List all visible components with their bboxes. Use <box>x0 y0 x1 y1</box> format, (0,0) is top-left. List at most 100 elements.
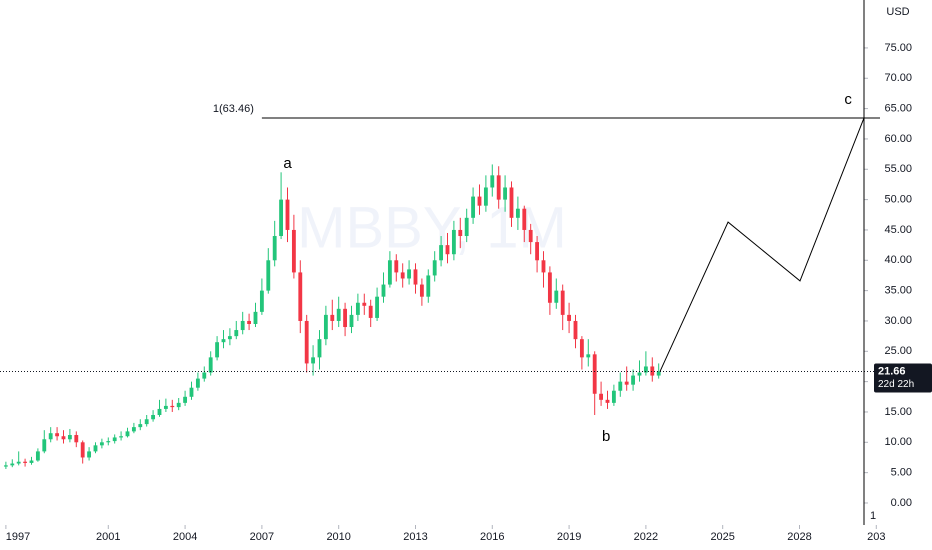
candle-body <box>317 339 322 358</box>
candle-body <box>471 196 476 218</box>
candle-body <box>631 375 636 385</box>
candle-body <box>138 424 143 428</box>
candle-body <box>253 311 258 324</box>
x-tick-label: 2019 <box>557 531 581 543</box>
candle-body <box>80 442 85 458</box>
wave-label: c <box>844 91 852 108</box>
candle-body <box>611 390 616 403</box>
candle-body <box>323 314 328 340</box>
candle-body <box>125 431 130 437</box>
candle-body <box>61 436 66 440</box>
watermark: MBBY, 1M <box>297 195 567 260</box>
candle-body <box>509 187 514 218</box>
candle-body <box>547 272 552 303</box>
y-tick-label: 70.00 <box>884 72 912 84</box>
candle-body <box>67 435 72 440</box>
candle-body <box>157 408 162 416</box>
y-tick-label: 25.00 <box>884 345 912 357</box>
y-tick-label: 5.00 <box>891 467 912 479</box>
candle-body <box>74 435 79 443</box>
candle-body <box>10 463 15 466</box>
candle-body <box>477 196 482 206</box>
countdown-label: 22d 22h <box>878 379 914 390</box>
candle-body <box>381 284 386 297</box>
candle-body <box>458 229 463 237</box>
candle-body <box>195 378 200 388</box>
candle-body <box>215 342 220 358</box>
candle-body <box>336 308 341 321</box>
y-tick-label: 35.00 <box>884 285 912 297</box>
last-price-box <box>874 363 932 393</box>
candle-body <box>515 208 520 218</box>
candle-body <box>266 260 271 291</box>
candle-body <box>144 419 149 425</box>
candle-body <box>522 208 527 230</box>
candle-body <box>183 396 188 403</box>
candle-body <box>643 366 648 373</box>
candle-body <box>586 354 591 358</box>
candle-body <box>419 284 424 297</box>
candle-body <box>23 461 28 463</box>
x-tick-label: 2016 <box>480 531 504 543</box>
candle-body <box>618 381 623 391</box>
x-tick-label: 2013 <box>403 531 427 543</box>
candle-body <box>483 187 488 206</box>
fib-level-label: 1(63.46) <box>213 103 254 115</box>
candle-body <box>554 290 559 303</box>
projection-line <box>659 117 865 372</box>
candle-body <box>426 275 431 297</box>
x-tick-label: 203 <box>867 531 885 543</box>
candle-body <box>394 260 399 273</box>
candle-body <box>298 272 303 321</box>
y-tick-label: 55.00 <box>884 163 912 175</box>
candle-body <box>189 387 194 397</box>
candle-body <box>247 320 252 324</box>
candle-body <box>599 393 604 400</box>
candle-body <box>528 229 533 243</box>
candle-body <box>279 199 284 237</box>
candle-body <box>176 402 181 408</box>
candle-body <box>496 175 501 200</box>
candle-body <box>42 439 47 452</box>
x-tick-label: 2022 <box>634 531 658 543</box>
candle-body <box>362 302 367 306</box>
candle-body <box>535 242 540 261</box>
candle-body <box>131 427 136 432</box>
candle-body <box>343 308 348 328</box>
candle-body <box>29 460 34 463</box>
candle-body <box>304 320 309 364</box>
candle-body <box>592 354 597 394</box>
candle-body <box>349 314 354 328</box>
candle-body <box>560 290 565 315</box>
candle-body <box>106 441 111 443</box>
candle-body <box>208 357 213 373</box>
candle-body <box>451 229 456 255</box>
candle-body <box>439 245 444 261</box>
candle-body <box>48 433 53 440</box>
y-tick-label: 75.00 <box>884 42 912 54</box>
candle-body <box>163 405 168 409</box>
candle-body <box>567 314 572 321</box>
candle-body <box>330 314 335 321</box>
candle-body <box>400 272 405 279</box>
candle-body <box>93 445 98 452</box>
candle-body <box>272 236 277 261</box>
candle-body <box>503 187 508 200</box>
candle-body <box>464 217 469 237</box>
candle-body <box>541 260 546 273</box>
candle-body <box>387 260 392 285</box>
candle-body <box>35 451 40 461</box>
candle-body <box>202 372 207 379</box>
y-tick-label: 45.00 <box>884 224 912 236</box>
x-tick-label: 2001 <box>96 531 120 543</box>
y-tick-label: 50.00 <box>884 194 912 206</box>
candle-body <box>55 433 60 437</box>
candle-body <box>170 405 175 408</box>
candle-body <box>227 336 232 340</box>
candle-body <box>432 260 437 276</box>
candle-body <box>221 339 226 343</box>
currency-label: USD <box>886 6 909 18</box>
candle-body <box>407 269 412 279</box>
